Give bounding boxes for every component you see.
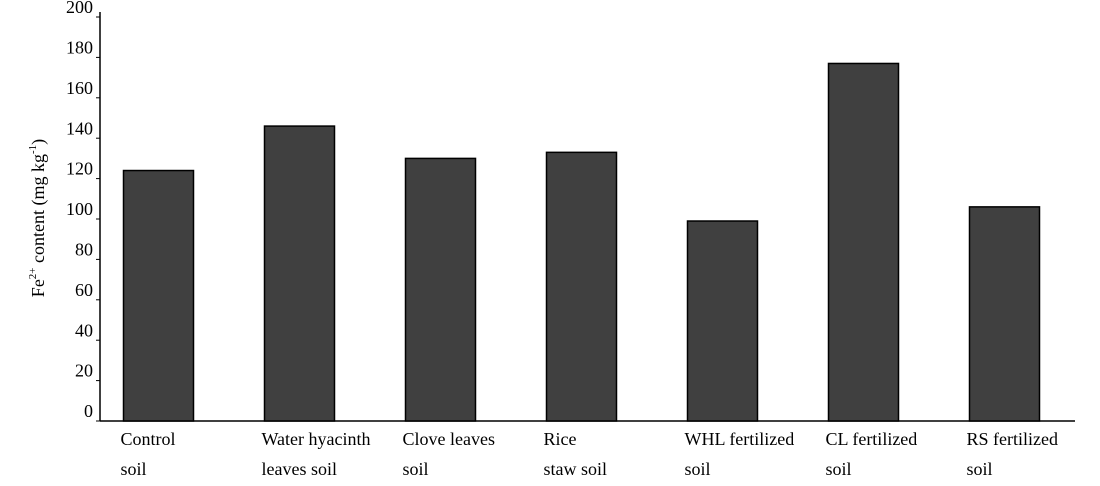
- x-tick-label: Clove leaves: [403, 429, 495, 449]
- y-tick-label: 160: [66, 78, 93, 98]
- y-label-part: content (mg kg: [28, 154, 49, 267]
- bar: [263, 125, 336, 422]
- y-tick-label: 0: [84, 401, 93, 421]
- x-tick-label: soil: [121, 459, 147, 479]
- bar: [827, 62, 900, 422]
- x-tick-label: staw soil: [544, 459, 608, 479]
- x-tick-label: WHL fertilized: [685, 429, 795, 449]
- y-label-part: ): [28, 139, 49, 145]
- bar: [545, 151, 618, 422]
- x-tick-label: soil: [967, 459, 993, 479]
- y-label-sup: 2+: [27, 267, 39, 279]
- bar: [686, 220, 759, 422]
- x-tick-label: Water hyacinth: [262, 429, 371, 449]
- bar: [968, 206, 1041, 422]
- x-tick-label: soil: [826, 459, 852, 479]
- bar: [122, 169, 195, 422]
- y-tick-label: 20: [75, 361, 93, 381]
- y-tick-label: 140: [66, 118, 93, 138]
- y-tick-label: 40: [75, 320, 93, 340]
- x-tick-label: soil: [685, 459, 711, 479]
- x-tick-label: Control: [121, 429, 176, 449]
- y-axis-label: Fe2+ content (mg kg-1): [27, 139, 50, 297]
- x-tick-label: soil: [403, 459, 429, 479]
- y-label-sup: -1: [27, 145, 39, 154]
- x-tick-label: RS fertilized: [967, 429, 1058, 449]
- bar: [404, 157, 477, 422]
- y-tick-label: 120: [66, 159, 93, 179]
- y-tick-label: 80: [75, 240, 93, 260]
- x-tick-label: Rice: [544, 429, 577, 449]
- y-tick-label: 100: [66, 199, 93, 219]
- y-tick-label: 180: [66, 38, 93, 58]
- y-tick-label: 200: [66, 0, 93, 17]
- y-label-part: Fe: [28, 279, 48, 297]
- y-tick-label: 60: [75, 280, 93, 300]
- x-tick-label: leaves soil: [262, 459, 337, 479]
- x-tick-label: CL fertilized: [826, 429, 918, 449]
